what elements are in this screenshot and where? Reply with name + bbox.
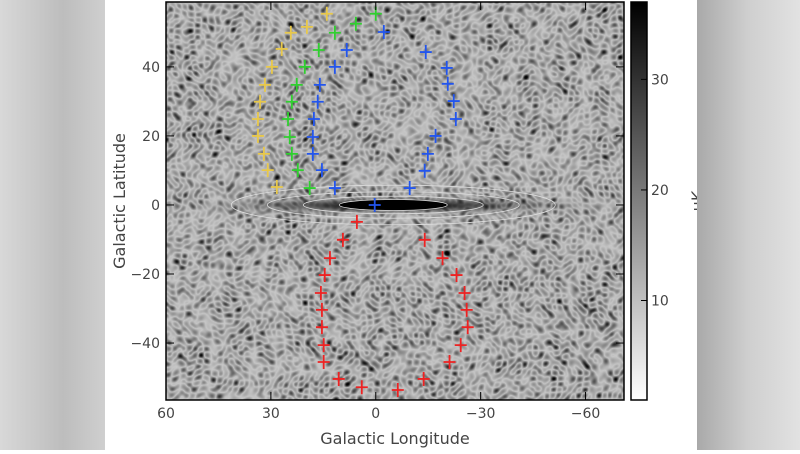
y-tick-label: 40 bbox=[142, 60, 160, 76]
plus-marker bbox=[265, 59, 278, 74]
plus-marker bbox=[306, 146, 319, 161]
blurred-background-right bbox=[697, 0, 800, 450]
x-tick-labels: 60 30 0 −30 −60 bbox=[157, 406, 600, 422]
plus-marker bbox=[391, 382, 404, 397]
y-tick-label: −40 bbox=[130, 336, 160, 352]
plus-marker bbox=[313, 77, 326, 92]
plus-marker bbox=[318, 268, 331, 283]
plus-marker bbox=[328, 59, 341, 74]
plus-marker bbox=[419, 45, 432, 60]
x-tick-label: 0 bbox=[371, 406, 380, 422]
colorbar-tick-label: 30 bbox=[651, 72, 669, 88]
sky-map-figure: 60 30 0 −30 −60 40 20 0 −20 −40 Galactic Longitu… bbox=[105, 0, 707, 450]
axis-ticks bbox=[165, 2, 624, 400]
plus-marker bbox=[340, 42, 353, 57]
plus-marker bbox=[350, 214, 363, 229]
plus-marker bbox=[275, 41, 288, 56]
plus-marker bbox=[285, 94, 298, 109]
plus-marker bbox=[458, 285, 471, 300]
x-tick-label: 60 bbox=[157, 406, 175, 422]
plus-marker bbox=[306, 129, 319, 144]
x-tick-label: −60 bbox=[571, 406, 601, 422]
plus-marker bbox=[460, 302, 473, 317]
colorbar-ticks: 30 20 10 bbox=[641, 72, 669, 310]
plus-marker bbox=[285, 146, 298, 161]
plus-marker bbox=[312, 42, 325, 57]
colorbar-tick-label: 20 bbox=[651, 183, 669, 199]
plus-marker bbox=[251, 112, 264, 127]
blurred-background-left bbox=[0, 0, 105, 450]
plus-marker bbox=[254, 94, 267, 109]
plus-marker bbox=[447, 94, 460, 109]
plus-marker bbox=[418, 232, 431, 247]
plus-marker bbox=[368, 197, 381, 212]
chart: 60 30 0 −30 −60 40 20 0 −20 −40 Galactic Longitu… bbox=[110, 1, 707, 448]
plus-marker bbox=[436, 251, 449, 266]
colorbar bbox=[630, 1, 648, 401]
y-tick-label: −20 bbox=[130, 267, 160, 283]
plot-frame bbox=[165, 1, 625, 401]
x-axis-label: Galactic Longitude bbox=[320, 429, 469, 448]
x-tick-label: 30 bbox=[262, 406, 280, 422]
plus-marker bbox=[449, 112, 462, 127]
plus-marker bbox=[270, 180, 283, 195]
y-tick-labels: 40 20 0 −20 −40 bbox=[130, 60, 160, 352]
plus-marker bbox=[261, 163, 274, 178]
plus-marker bbox=[332, 371, 345, 386]
plus-marker bbox=[429, 128, 442, 143]
plus-marker bbox=[282, 112, 295, 127]
y-tick-label: 0 bbox=[151, 198, 160, 214]
plus-marker bbox=[314, 285, 327, 300]
plus-marker bbox=[349, 16, 362, 31]
contour-line bbox=[230, 184, 556, 226]
plus-marker bbox=[417, 371, 430, 386]
plus-marker bbox=[317, 338, 330, 353]
plus-marker bbox=[454, 338, 467, 353]
plus-marker bbox=[418, 163, 431, 178]
colorbar-tick-label: 10 bbox=[651, 294, 669, 310]
plus-marker bbox=[440, 60, 453, 75]
contour-line bbox=[302, 195, 484, 215]
plus-marker bbox=[323, 251, 336, 266]
plus-marker bbox=[258, 77, 271, 92]
plus-marker bbox=[315, 320, 328, 335]
plus-marker bbox=[315, 163, 328, 178]
plus-marker bbox=[443, 355, 456, 370]
plus-marker bbox=[328, 181, 341, 196]
contour-line bbox=[266, 191, 520, 219]
plus-marker bbox=[303, 181, 316, 196]
plus-marker bbox=[450, 268, 463, 283]
plus-marker bbox=[283, 129, 296, 144]
plus-marker bbox=[403, 181, 416, 196]
plus-marker bbox=[441, 76, 454, 91]
contour-line bbox=[338, 199, 448, 211]
plus-marker bbox=[461, 320, 474, 335]
plus-marker bbox=[298, 59, 311, 74]
plus-marker bbox=[315, 302, 328, 317]
y-axis-label: Galactic Latitude bbox=[110, 133, 129, 269]
plus-marker bbox=[300, 19, 313, 34]
plus-marker bbox=[317, 355, 330, 370]
plus-marker bbox=[307, 112, 320, 127]
plus-marker bbox=[320, 6, 333, 21]
plus-marker bbox=[311, 94, 324, 109]
plus-marker bbox=[284, 25, 297, 40]
plus-marker bbox=[421, 146, 434, 161]
colorbar-label: uK bbox=[688, 190, 697, 211]
plus-marker bbox=[355, 380, 368, 395]
plus-marker bbox=[328, 25, 341, 40]
x-tick-label: −30 bbox=[466, 406, 496, 422]
plus-marker bbox=[290, 77, 303, 92]
y-tick-label: 20 bbox=[142, 129, 160, 145]
plus-marker bbox=[336, 232, 349, 247]
plus-marker bbox=[257, 146, 270, 161]
plus-marker bbox=[377, 25, 390, 40]
contours bbox=[230, 184, 556, 226]
plus-marker bbox=[291, 163, 304, 178]
plus-marker bbox=[251, 128, 264, 143]
markers bbox=[251, 6, 474, 397]
